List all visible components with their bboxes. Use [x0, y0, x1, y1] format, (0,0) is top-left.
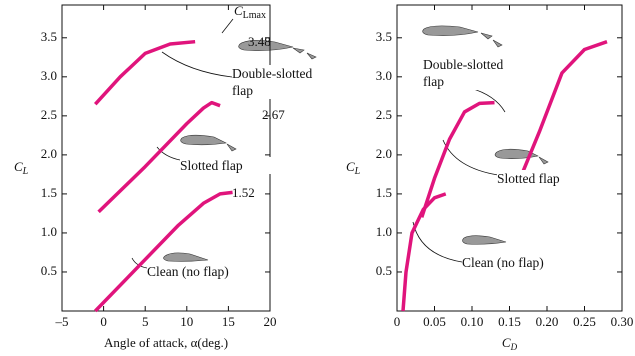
cl-max-annotation-sub: Lmax	[243, 10, 266, 21]
series-label: Double-slotted flap	[423, 56, 519, 90]
series-label: Slotted flap	[497, 170, 593, 187]
y-tick-label: 2.0	[41, 146, 57, 161]
x-tick-label: 20	[264, 314, 277, 329]
x-tick-label: 5	[142, 314, 149, 329]
x-axis-label: CD	[502, 335, 518, 352]
y-axis-label: CL	[14, 159, 29, 177]
y-tick-label: 0.5	[41, 263, 57, 278]
y-tick-label: 1.0	[376, 224, 392, 239]
cl-max-annotation-main: C	[234, 3, 243, 18]
y-tick-label: 3.5	[376, 29, 392, 44]
series-label: Clean (no flap)	[147, 263, 243, 280]
x-tick-label: 0	[100, 314, 107, 329]
series-line	[97, 100, 221, 214]
x-axis-label-main: Angle of attack, α(deg.)	[104, 335, 228, 350]
y-axis-label: CL	[346, 159, 361, 177]
y-tick-label: 2.5	[376, 107, 392, 122]
cl-max-annotation: CLmax	[234, 3, 266, 21]
series-line	[515, 40, 608, 187]
cl-max-label: 2.67	[262, 107, 285, 122]
airfoil-icons	[163, 25, 549, 262]
leader-lines	[131, 18, 506, 269]
series-line	[420, 100, 495, 218]
cl-max-label: 3.48	[248, 34, 271, 49]
y-tick-label: 2.0	[376, 146, 392, 161]
x-tick-label: 15	[222, 314, 235, 329]
x-axis-label-main: C	[502, 335, 511, 350]
y-tick-label: 1.5	[41, 185, 57, 200]
series-label: Double-slotted flap	[232, 65, 328, 99]
x-tick-label: 0.30	[611, 314, 634, 329]
series-label: Slotted flap	[180, 157, 276, 174]
y-tick-label: 1.5	[376, 185, 392, 200]
series-line	[401, 192, 447, 312]
x-tick-label: 0	[394, 314, 401, 329]
x-tick-label: 0.10	[461, 314, 484, 329]
series-label: Clean (no flap)	[462, 254, 558, 271]
y-tick-label: 1.0	[41, 224, 57, 239]
x-axis-label: Angle of attack, α(deg.)	[104, 335, 228, 350]
y-tick-label: 3.0	[376, 68, 392, 83]
y-axis-label-sub: L	[354, 166, 361, 177]
cl-max-label: 1.52	[232, 185, 255, 200]
y-tick-label: 2.5	[41, 107, 57, 122]
x-tick-label: 0.15	[498, 314, 521, 329]
x-tick-label: 0.05	[423, 314, 446, 329]
y-tick-label: 0.5	[376, 263, 392, 278]
y-axis-label-main: C	[346, 159, 355, 174]
x-axis-label-sub: D	[510, 342, 518, 352]
x-tick-label: 10	[180, 314, 193, 329]
x-tick-label: 0.25	[573, 314, 596, 329]
x-tick-label: –5	[55, 314, 69, 329]
y-axis-label-sub: L	[22, 166, 29, 177]
y-tick-label: 3.0	[41, 68, 57, 83]
series-line	[94, 190, 233, 313]
x-tick-label: 0.20	[536, 314, 559, 329]
y-tick-label: 3.5	[41, 29, 57, 44]
y-axis-label-main: C	[14, 159, 23, 174]
series-line	[93, 39, 196, 106]
